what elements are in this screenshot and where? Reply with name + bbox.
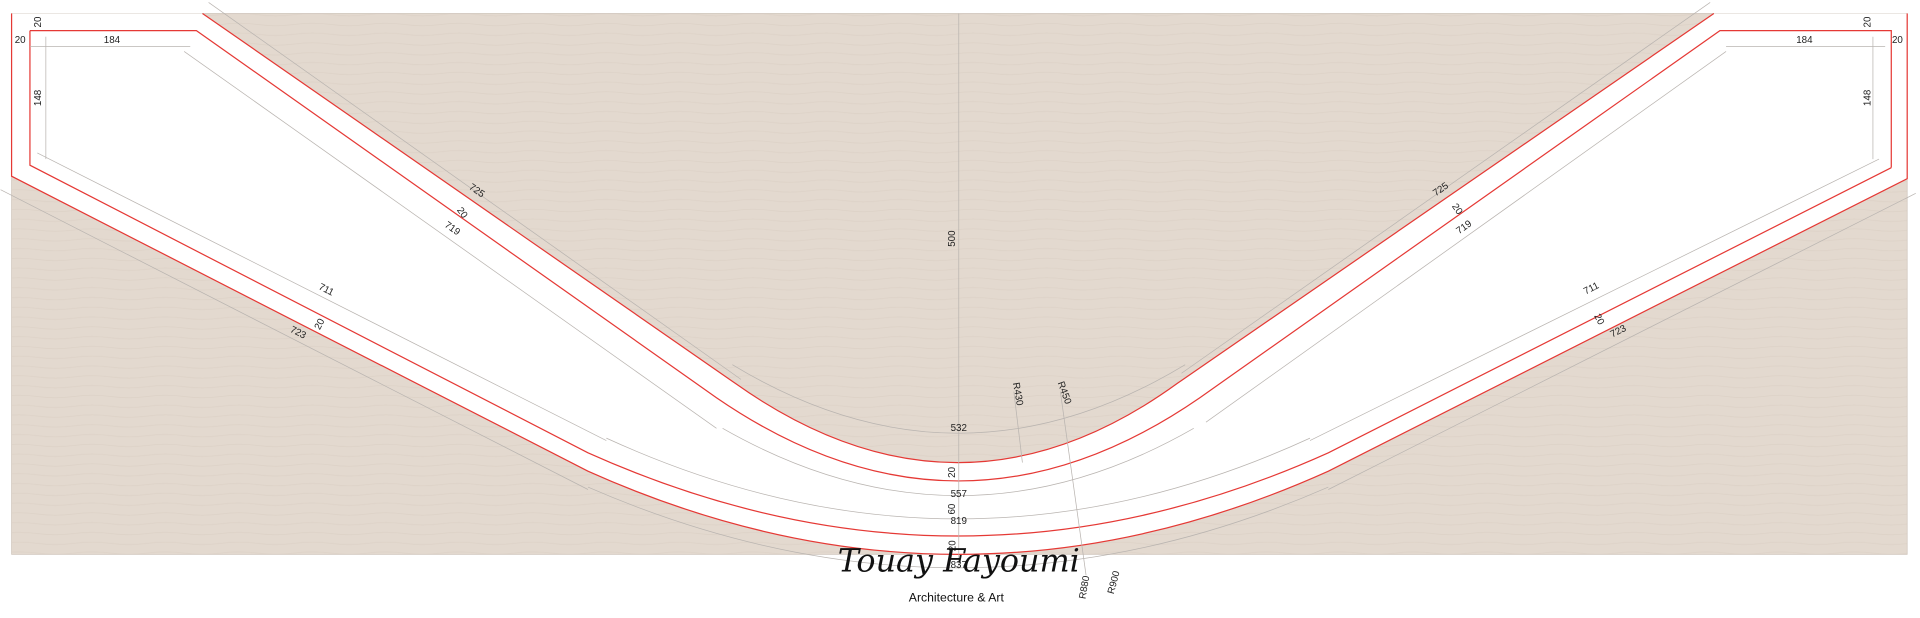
dim: 20 bbox=[1591, 312, 1606, 327]
dim: 148 bbox=[33, 89, 44, 106]
dim: 557 bbox=[951, 489, 967, 500]
outline bbox=[202, 12, 1715, 464]
dim: 184 bbox=[104, 35, 121, 46]
cutout bbox=[11, 13, 1908, 555]
dimension-labels: 20 20 184 148 725 20 719 711 20 723 500 … bbox=[15, 16, 1904, 600]
dim: R430 bbox=[1010, 382, 1025, 407]
dim: 20 bbox=[1863, 16, 1874, 27]
tagline: Architecture & Art bbox=[909, 591, 1005, 605]
dim: 20 bbox=[947, 540, 958, 551]
outline bbox=[29, 29, 1892, 482]
dim: R900 bbox=[1106, 569, 1123, 595]
signature: Touay Fayoumi bbox=[838, 541, 1080, 579]
dim: 20 bbox=[947, 466, 958, 477]
dim: 500 bbox=[947, 230, 958, 247]
dim: 20 bbox=[15, 35, 26, 46]
dim: 20 bbox=[313, 317, 328, 332]
dim: 184 bbox=[1796, 35, 1813, 46]
dim: 819 bbox=[951, 516, 967, 527]
dim: 60 bbox=[947, 503, 958, 514]
dimension-lines bbox=[0, 2, 1916, 576]
dim: 148 bbox=[1863, 89, 1874, 106]
dim: 837 bbox=[951, 560, 967, 571]
dim: 20 bbox=[33, 16, 44, 27]
dim: 20 bbox=[1892, 35, 1903, 46]
dim: R880 bbox=[1077, 574, 1092, 599]
outline bbox=[29, 30, 1892, 537]
dim: 532 bbox=[951, 423, 967, 434]
